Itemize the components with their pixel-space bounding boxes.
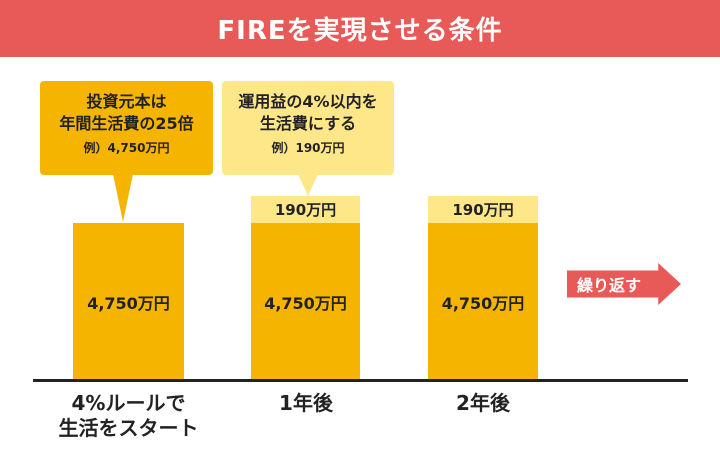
title-banner: FIREを実現させる条件	[0, 0, 720, 57]
page-title: FIREを実現させる条件	[217, 16, 503, 46]
withdrawal-bar-label: 190万円	[274, 201, 337, 219]
callout-withdrawal-line2: 生活費にする	[259, 114, 357, 133]
callout-withdrawal-example: 例）190万円	[271, 141, 345, 155]
principal-bar-label: 4,750万円	[87, 293, 170, 313]
principal-bar-start: 4,750万円	[73, 223, 184, 380]
principal-bar-year2: 4,750万円	[428, 223, 538, 380]
callout-withdrawal-rule: 運用益の4%以内を 生活費にする 例）190万円	[222, 81, 394, 175]
column-label-start-line1: 4%ルールで	[71, 391, 186, 415]
column-label-year2-text: 2年後	[456, 391, 510, 415]
callout-principal-line1: 投資元本は	[86, 92, 167, 111]
callout-withdrawal-line1: 運用益の4%以内を	[238, 92, 378, 111]
timeline-baseline	[33, 379, 688, 382]
principal-bar-label: 4,750万円	[441, 293, 525, 313]
withdrawal-bar-label: 190万円	[452, 201, 514, 219]
column-label-start: 4%ルールで 生活をスタート	[30, 391, 227, 441]
repeat-arrow: 繰り返す	[567, 263, 681, 305]
principal-bar-label: 4,750万円	[264, 293, 347, 313]
callout-principal-example: 例）4,750万円	[83, 141, 170, 155]
column-label-year2: 2年後	[418, 391, 548, 416]
callout-withdrawal-pointer	[298, 174, 318, 196]
withdrawal-bar-year1: 190万円	[251, 196, 360, 223]
column-label-year1-text: 1年後	[279, 391, 333, 415]
callout-principal-rule: 投資元本は 年間生活費の25倍 例）4,750万円	[40, 81, 213, 175]
repeat-arrow-label: 繰り返す	[577, 276, 642, 295]
callout-principal-pointer	[113, 174, 133, 222]
column-label-start-line2: 生活をスタート	[58, 416, 199, 440]
withdrawal-bar-year2: 190万円	[428, 196, 538, 223]
column-label-year1: 1年後	[241, 391, 371, 416]
principal-bar-year1: 4,750万円	[251, 223, 360, 380]
callout-principal-line2: 年間生活費の25倍	[59, 114, 194, 133]
